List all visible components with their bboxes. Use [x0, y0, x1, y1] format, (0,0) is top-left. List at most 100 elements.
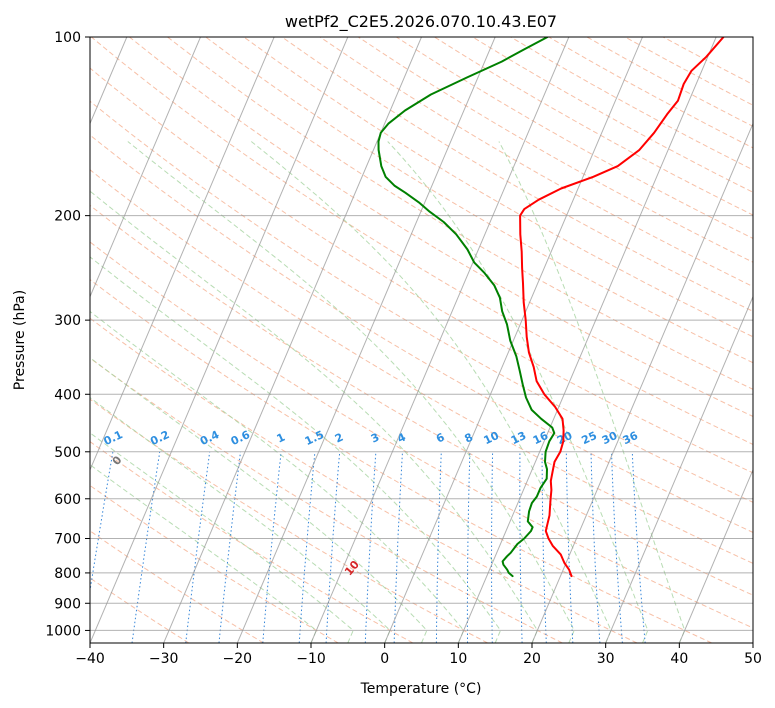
isotherm-line: [384, 37, 643, 643]
dry-adiabat-line: [90, 241, 753, 629]
dry-adiabat-line: [90, 134, 753, 533]
isotherm-line: [605, 295, 753, 643]
x-tick-label: −30: [149, 651, 179, 667]
mixing-ratio-label: 4: [395, 430, 408, 445]
dry-adiabat-line: [510, 37, 753, 171]
dry-adiabat-line: [90, 67, 753, 474]
y-axis-label: Pressure (hPa): [12, 290, 28, 390]
x-tick-label: 40: [670, 651, 688, 667]
dry-adiabat-line: [434, 37, 753, 216]
x-tick-label: −20: [223, 651, 253, 667]
moist-adiabat-line: [90, 256, 502, 643]
moist-adiabat-line: [250, 141, 612, 643]
mixing-ratio-line: [565, 451, 574, 643]
dry-adiabat-line: [662, 37, 753, 86]
plot-frame: [89, 36, 754, 644]
moist-adiabat-line: [387, 141, 649, 643]
isotherm-line: [90, 37, 201, 298]
moist-adiabat-line: [498, 141, 686, 643]
x-tick-label: −10: [296, 651, 326, 667]
y-tick-label: 500: [54, 445, 81, 461]
y-tick-label: 800: [54, 566, 81, 582]
y-tick-label: 400: [54, 387, 81, 403]
sounding-profiles: [377, 37, 725, 578]
isotherm-gridlines: [90, 37, 753, 643]
dry-adiabat-line: [90, 357, 563, 643]
isotherm-line: [236, 37, 496, 643]
y-tick-label: 300: [54, 313, 81, 329]
y-tick-label: 600: [54, 492, 81, 508]
dry-adiabat-label: 10: [342, 558, 362, 578]
mixing-ratio-label: 0.4: [198, 428, 221, 448]
moist-adiabat-line: [90, 464, 317, 643]
mixing-ratio-label: 8: [463, 431, 475, 446]
mixing-ratio-label: 1.5: [303, 428, 326, 448]
x-tick-label: 20: [523, 651, 541, 667]
mixing-ratio-label: 1: [275, 431, 287, 446]
mixing-ratio-line: [90, 451, 114, 594]
isotherm-line: [531, 122, 753, 643]
dry-adiabat-line: [90, 204, 753, 596]
mixing-ratio-line: [185, 451, 211, 643]
mixing-ratio-label: 0.6: [229, 428, 252, 448]
dry-adiabat-line: [90, 530, 264, 643]
x-axis-label: Temperature (°C): [360, 681, 482, 697]
mixing-ratio-line: [590, 451, 601, 643]
background-lines: [90, 37, 753, 643]
x-tick-label: 0: [380, 651, 389, 667]
isotherm-line: [90, 37, 275, 472]
isotherm-line: [310, 37, 570, 643]
y-axis-ticks: 100 200 300 400 500 600 700 800 900 1000: [45, 30, 90, 639]
dewpoint-profile-line: [377, 37, 556, 578]
mixing-ratio-line: [611, 451, 623, 643]
x-tick-label: 50: [744, 651, 762, 667]
mixing-ratio-line: [466, 451, 471, 643]
chart-title: wetPf2_C2E5.2026.070.10.43.E07: [285, 12, 557, 32]
dry-adiabat-line: [167, 37, 753, 390]
mixing-ratio-line: [491, 451, 494, 643]
mixing-ratio-line: [298, 451, 316, 643]
mixing-ratio-label: 3: [369, 431, 381, 446]
isotherm-line: [678, 468, 753, 643]
x-axis-ticks: −40 −30 −20 −10 0 10 20 30 40 50: [75, 643, 762, 667]
mixing-ratio-line: [435, 451, 442, 643]
moist-adiabat-line: [90, 432, 354, 643]
dry-adiabat-line: [90, 278, 712, 643]
x-tick-label: 30: [597, 651, 615, 667]
x-tick-label: −40: [75, 651, 105, 667]
dry-adiabat-line: [205, 37, 753, 364]
mixing-ratio-line: [262, 451, 282, 643]
mixing-ratio-label: 25: [580, 429, 599, 447]
y-tick-label: 100: [54, 30, 81, 46]
mixing-ratio-line: [631, 451, 646, 643]
mixing-ratio-label: 30: [600, 429, 620, 447]
mixing-ratio-line: [325, 451, 341, 643]
dry-adiabat-line: [90, 398, 488, 643]
isotherm-line: [752, 641, 753, 643]
dry-adiabat-line: [281, 37, 753, 312]
y-tick-label: 200: [54, 209, 81, 225]
y-tick-label: 900: [54, 596, 81, 612]
moist-adiabat-line: [90, 190, 538, 643]
temperature-profile-line: [519, 37, 725, 578]
dry-adiabat-line: [243, 37, 753, 338]
x-tick-label: 10: [449, 651, 467, 667]
dry-adiabat-line: [90, 100, 753, 503]
mixing-ratio-label: 0.1: [102, 428, 125, 448]
y-tick-label: 1000: [45, 623, 81, 639]
dry-adiabat-label: 0: [110, 453, 125, 467]
dry-adiabat-line: [90, 441, 414, 643]
mixing-ratio-label: 20: [555, 429, 575, 447]
dry-adiabat-line: [90, 317, 638, 643]
mixing-ratio-line: [364, 451, 377, 643]
mixing-ratio-label: 0.2: [148, 428, 171, 448]
mixing-ratio-label: 6: [434, 430, 447, 445]
isotherm-line: [457, 37, 717, 643]
isotherm-line: [90, 37, 349, 643]
dry-adiabat-line: [319, 37, 753, 288]
mixing-ratio-line: [218, 451, 241, 643]
dry-adiabat-line: [90, 37, 753, 445]
mixing-ratio-label: 13: [509, 429, 528, 447]
dry-adiabat-line: [357, 37, 753, 263]
